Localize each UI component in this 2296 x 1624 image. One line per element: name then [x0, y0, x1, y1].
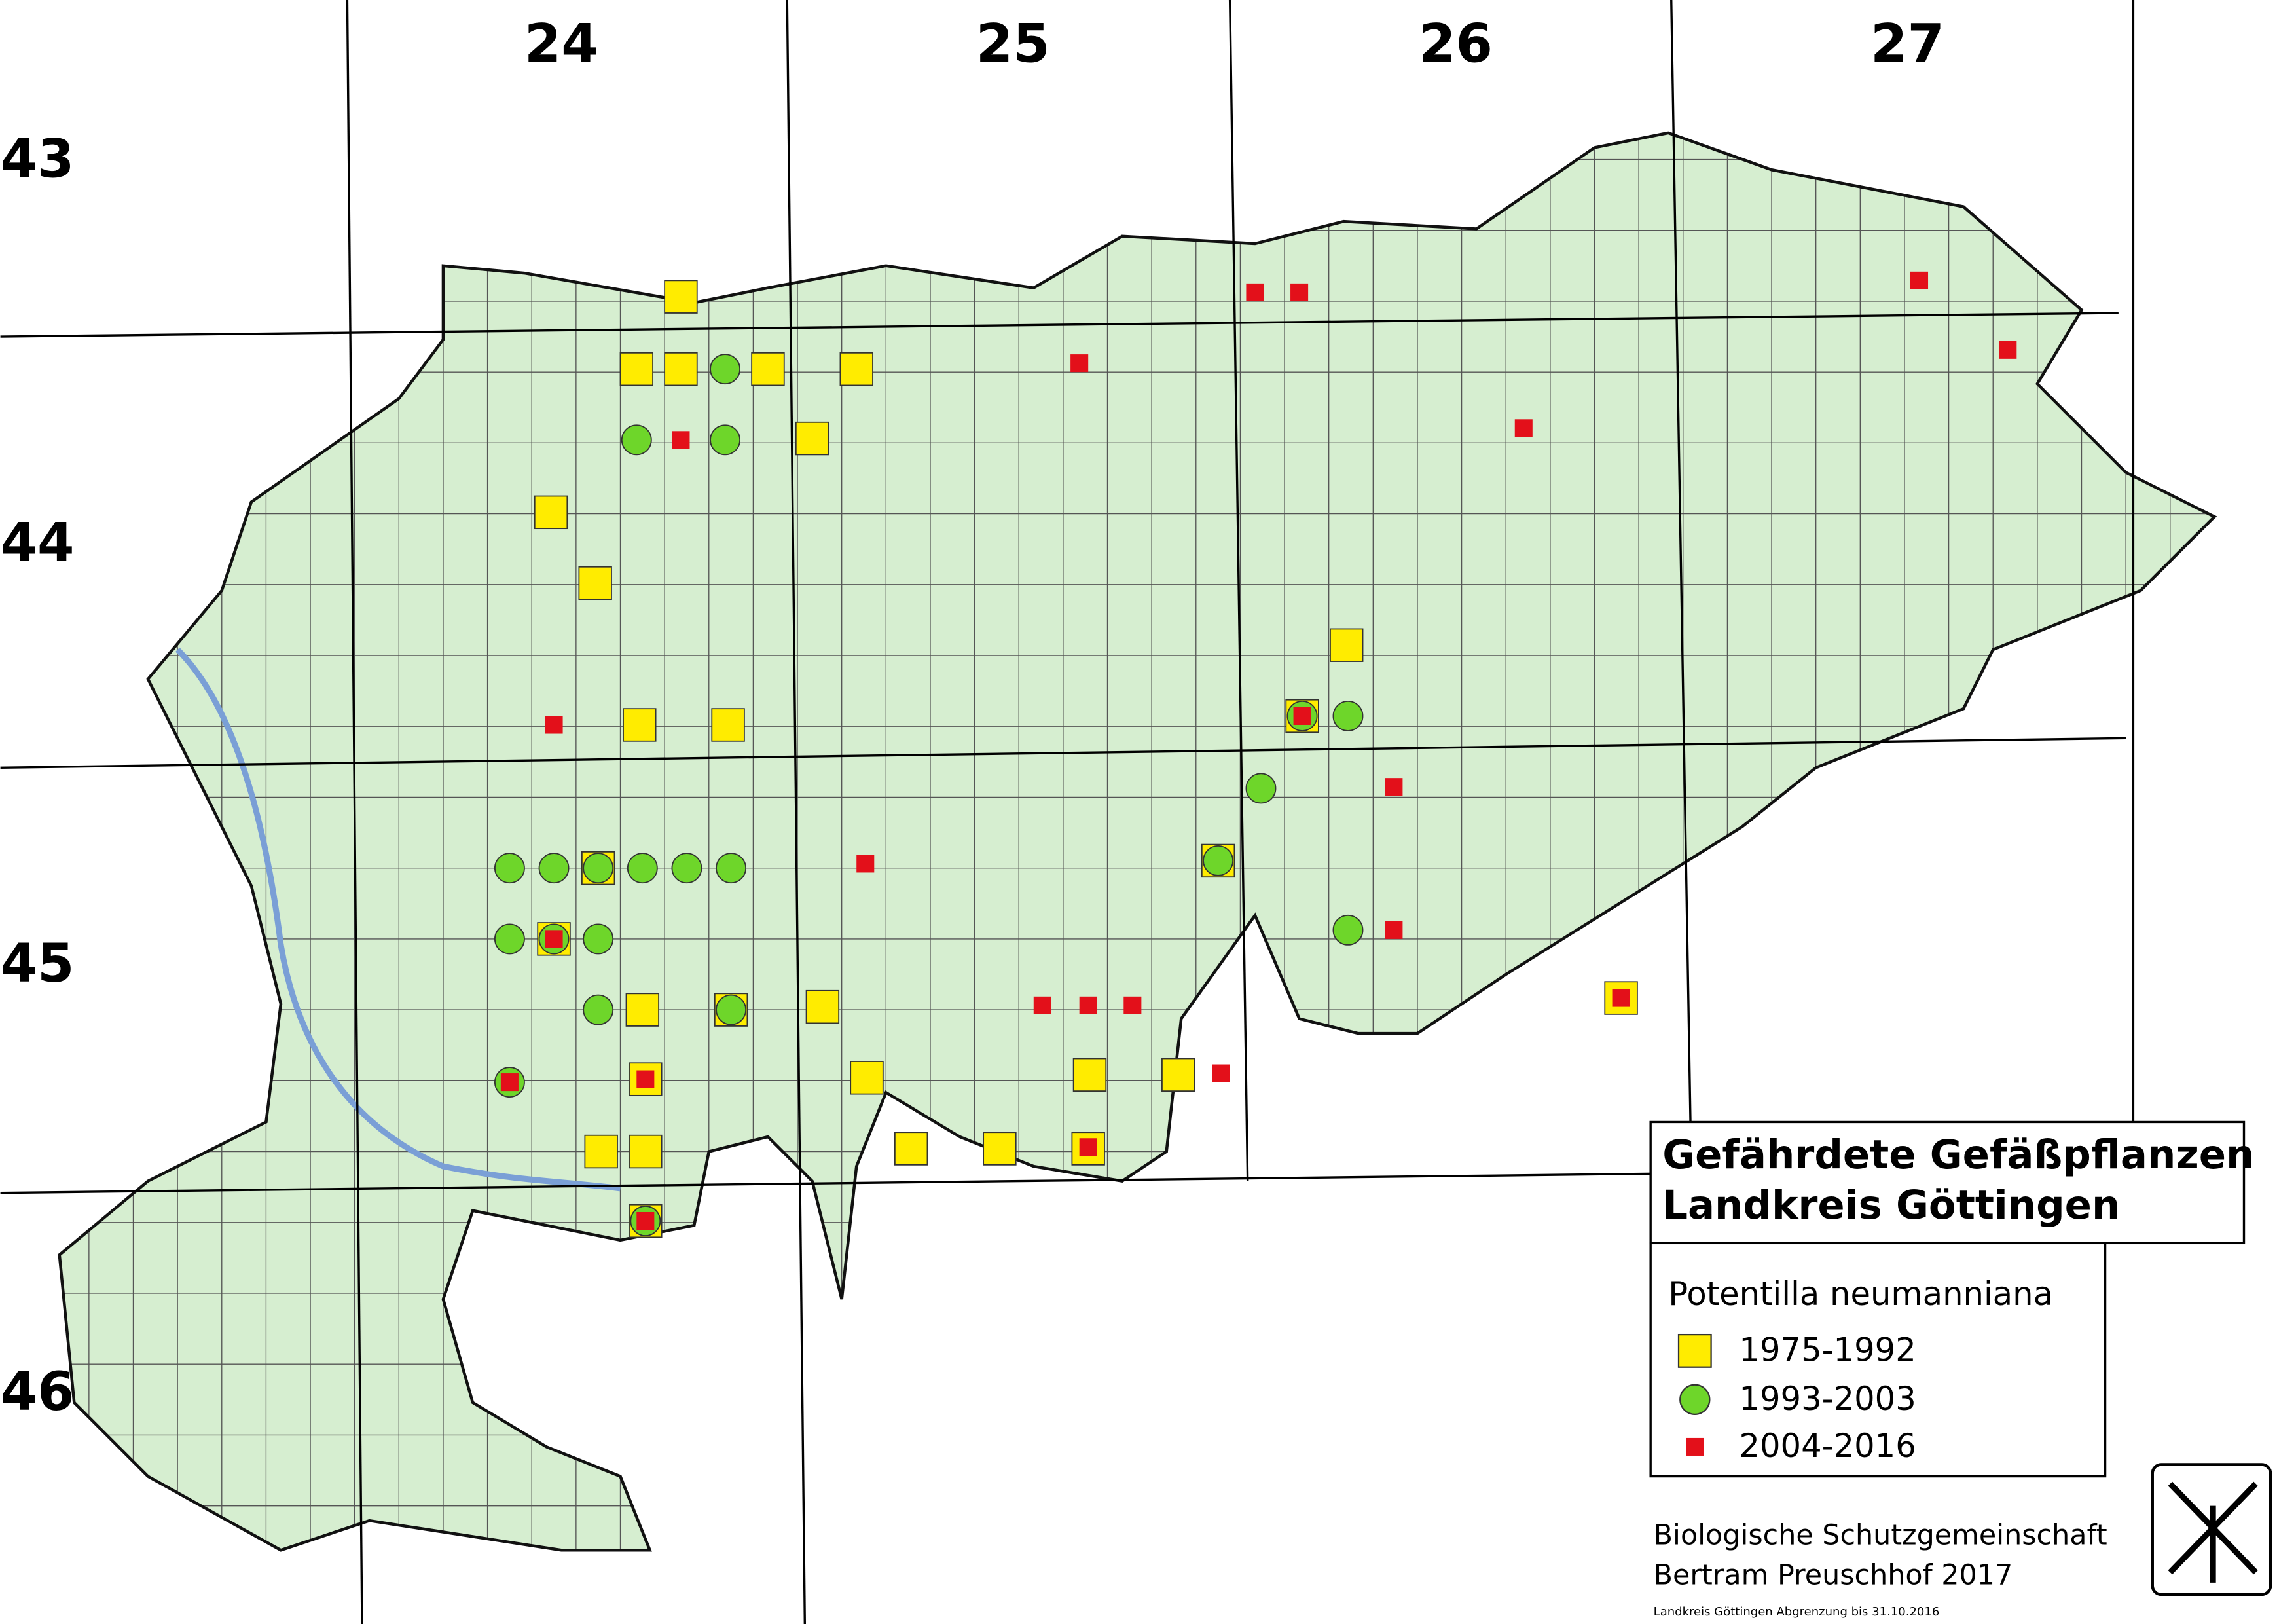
record-1993-2003 — [494, 853, 525, 884]
legend-symbol — [1686, 1437, 1704, 1456]
record-1975-1992 — [711, 708, 745, 742]
column-label: 26 — [1419, 14, 1493, 75]
legend-entry: 2004-2016 — [1739, 1427, 1916, 1465]
record-1993-2003 — [583, 853, 614, 884]
record-1975-1992 — [1330, 628, 1364, 662]
row-label: 46 — [1, 1361, 75, 1423]
record-1993-2003 — [716, 994, 747, 1025]
sheet-labels: 24 25 26 27 43 44 45 46 — [1, 14, 1944, 1423]
record-2004-2016 — [1910, 271, 1929, 289]
column-label: 25 — [976, 14, 1050, 75]
record-1993-2003 — [621, 424, 652, 456]
legend-title: Landkreis Göttingen — [1662, 1182, 2120, 1228]
legend-title: Gefährdete Gefäßpflanzen — [1662, 1132, 2254, 1178]
record-2004-2016 — [636, 1211, 655, 1230]
record-1993-2003 — [671, 853, 702, 884]
record-1993-2003 — [494, 923, 525, 955]
boundary-note: Landkreis Göttingen Abgrenzung bis 31.10… — [1654, 1605, 1940, 1619]
record-2004-2016 — [545, 716, 563, 734]
legend-entry: 1975-1992 — [1739, 1331, 1916, 1369]
credit: Bertram Preuschhof 2017 — [1654, 1559, 2013, 1591]
legend-symbol — [1677, 1333, 1712, 1368]
record-1975-1992 — [1072, 1058, 1107, 1092]
record-1975-1992 — [805, 989, 840, 1024]
sheet-grid — [0, 0, 2135, 1624]
river — [175, 647, 621, 1192]
record-2004-2016 — [636, 1070, 655, 1088]
credit: Biologische Schutzgemeinschaft — [1654, 1519, 2107, 1551]
record-1975-1992 — [894, 1132, 928, 1166]
record-1975-1992 — [664, 352, 698, 386]
record-2004-2016 — [1514, 419, 1533, 437]
record-1993-2003 — [627, 853, 658, 884]
row-label: 44 — [1, 513, 75, 574]
record-1993-2003 — [710, 354, 741, 385]
record-1993-2003 — [538, 853, 570, 884]
record-2004-2016 — [1290, 283, 1309, 301]
record-2004-2016 — [1385, 921, 1403, 939]
record-2004-2016 — [1033, 996, 1051, 1014]
record-1975-1992 — [578, 566, 612, 600]
record-2004-2016 — [1612, 989, 1630, 1007]
record-1993-2003 — [1203, 845, 1234, 876]
record-1975-1992 — [623, 708, 657, 742]
record-2004-2016 — [1123, 996, 1142, 1014]
record-1993-2003 — [716, 853, 747, 884]
record-2004-2016 — [500, 1073, 519, 1092]
record-1975-1992 — [664, 280, 698, 314]
record-1975-1992 — [850, 1061, 884, 1095]
record-1975-1992 — [795, 421, 829, 456]
record-1975-1992 — [534, 495, 568, 530]
record-2004-2016 — [672, 431, 690, 449]
record-2004-2016 — [1079, 996, 1097, 1014]
row-label: 45 — [1, 933, 75, 995]
record-1993-2003 — [583, 923, 614, 955]
record-2004-2016 — [1246, 283, 1264, 301]
record-1975-1992 — [629, 1134, 663, 1169]
record-2004-2016 — [1999, 341, 2017, 359]
record-1993-2003 — [1332, 701, 1364, 731]
record-1975-1992 — [584, 1134, 618, 1169]
record-1975-1992 — [625, 993, 660, 1027]
record-1975-1992 — [751, 352, 785, 386]
column-label: 27 — [1870, 14, 1944, 75]
legend-species: Potentilla neumanniana — [1668, 1275, 2053, 1313]
legend-entry: 1993-2003 — [1739, 1380, 1916, 1418]
record-2004-2016 — [1212, 1064, 1230, 1082]
markers — [494, 271, 2017, 1238]
row-label: 43 — [1, 128, 75, 190]
record-1975-1992 — [839, 352, 873, 386]
record-2004-2016 — [1293, 707, 1311, 725]
record-1993-2003 — [1332, 914, 1364, 946]
record-1975-1992 — [1161, 1058, 1195, 1092]
record-2004-2016 — [1079, 1138, 1097, 1156]
record-1993-2003 — [1245, 773, 1277, 804]
record-2004-2016 — [545, 930, 563, 948]
record-2004-2016 — [1070, 354, 1089, 373]
record-1993-2003 — [710, 424, 741, 456]
legend-title-box — [1649, 1120, 2246, 1245]
record-2004-2016 — [1385, 778, 1403, 796]
legend-box — [1649, 1242, 2107, 1478]
legend-symbol — [1679, 1384, 1711, 1415]
record-1993-2003 — [583, 994, 614, 1025]
logo-dragonfly — [2168, 1481, 2258, 1583]
record-1975-1992 — [983, 1132, 1017, 1166]
record-2004-2016 — [856, 855, 875, 873]
record-1975-1992 — [619, 352, 654, 386]
column-label: 24 — [524, 14, 598, 75]
